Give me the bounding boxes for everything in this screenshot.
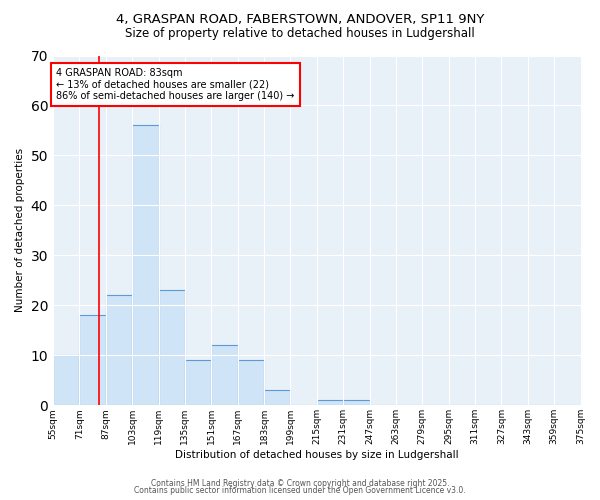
Bar [79, 316, 106, 406]
Bar [317, 400, 343, 406]
Text: 4, GRASPAN ROAD, FABERSTOWN, ANDOVER, SP11 9NY: 4, GRASPAN ROAD, FABERSTOWN, ANDOVER, SP… [116, 12, 484, 26]
Bar [238, 360, 264, 406]
Text: Size of property relative to detached houses in Ludgershall: Size of property relative to detached ho… [125, 28, 475, 40]
Text: 4 GRASPAN ROAD: 83sqm
← 13% of detached houses are smaller (22)
86% of semi-deta: 4 GRASPAN ROAD: 83sqm ← 13% of detached … [56, 68, 295, 101]
Y-axis label: Number of detached properties: Number of detached properties [15, 148, 25, 312]
Bar [343, 400, 370, 406]
Bar [185, 360, 211, 406]
Bar [211, 346, 238, 406]
Text: Contains HM Land Registry data © Crown copyright and database right 2025.: Contains HM Land Registry data © Crown c… [151, 478, 449, 488]
Bar [158, 290, 185, 406]
Bar [132, 126, 158, 406]
Bar [106, 296, 132, 406]
X-axis label: Distribution of detached houses by size in Ludgershall: Distribution of detached houses by size … [175, 450, 458, 460]
Text: Contains public sector information licensed under the Open Government Licence v3: Contains public sector information licen… [134, 486, 466, 495]
Bar [264, 390, 290, 406]
Bar [53, 356, 79, 406]
